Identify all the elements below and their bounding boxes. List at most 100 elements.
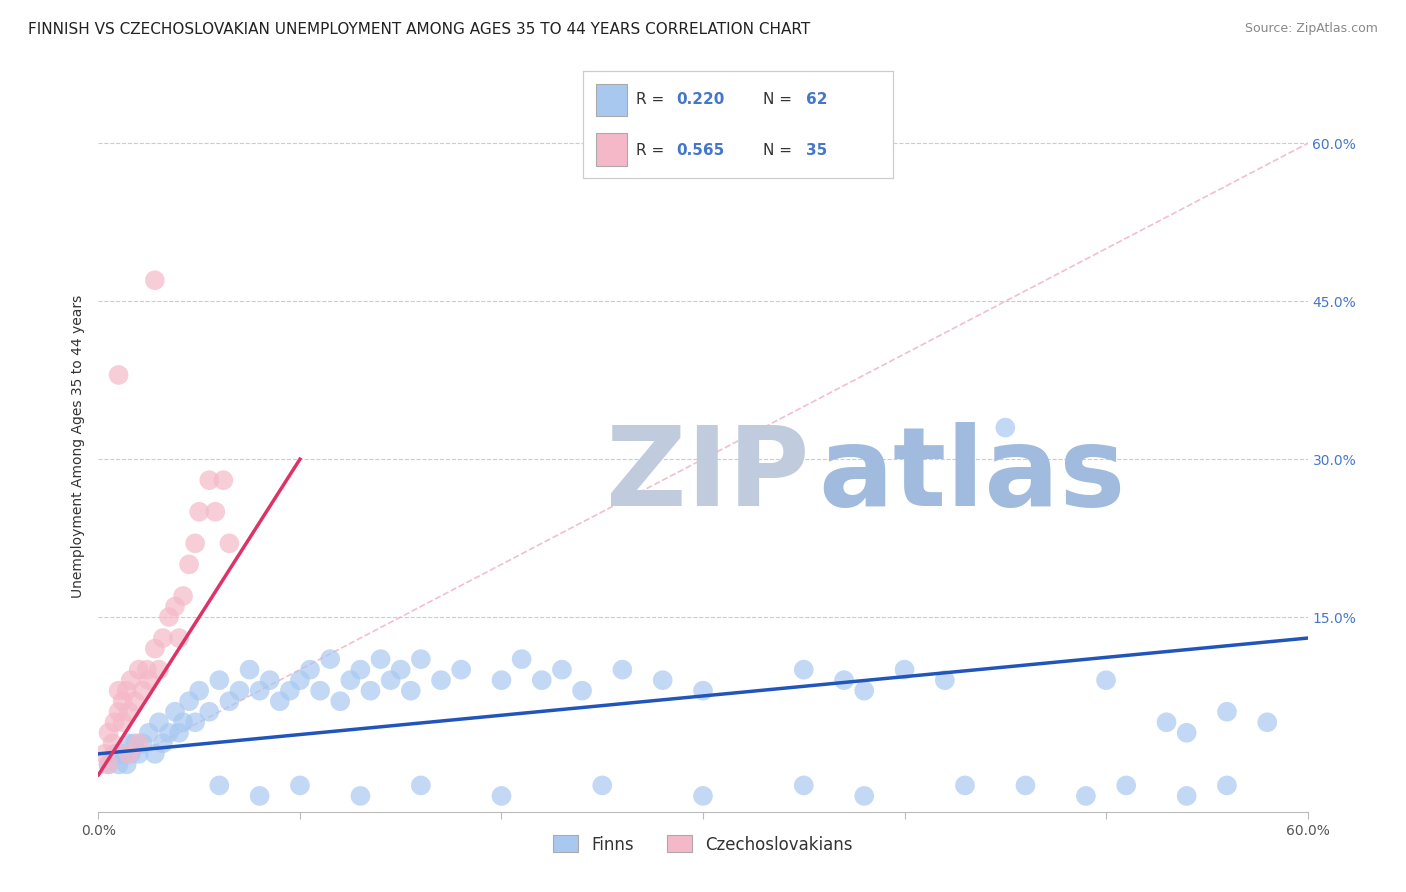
Text: atlas: atlas bbox=[818, 422, 1125, 529]
Point bbox=[239, 663, 262, 677]
Point bbox=[135, 663, 157, 677]
Point bbox=[571, 683, 593, 698]
Point bbox=[163, 705, 186, 719]
Point bbox=[103, 747, 125, 761]
Point bbox=[793, 779, 815, 793]
Point bbox=[143, 641, 166, 656]
Point bbox=[349, 789, 371, 803]
Point bbox=[269, 694, 291, 708]
Point bbox=[198, 473, 221, 487]
Text: ZIP: ZIP bbox=[606, 422, 810, 529]
Point bbox=[111, 715, 134, 730]
Point bbox=[278, 683, 301, 698]
Point bbox=[360, 683, 382, 698]
Point bbox=[118, 747, 141, 761]
Text: R =: R = bbox=[636, 143, 669, 158]
Point bbox=[1156, 715, 1178, 730]
Point bbox=[1014, 779, 1036, 793]
Point bbox=[228, 683, 250, 698]
Point bbox=[249, 789, 271, 803]
Point bbox=[184, 715, 207, 730]
Point bbox=[409, 652, 432, 666]
Point bbox=[329, 694, 352, 708]
Point bbox=[692, 789, 714, 803]
Point bbox=[132, 736, 155, 750]
Point bbox=[179, 558, 201, 572]
Y-axis label: Unemployment Among Ages 35 to 44 years: Unemployment Among Ages 35 to 44 years bbox=[72, 294, 86, 598]
Point bbox=[218, 536, 240, 550]
FancyBboxPatch shape bbox=[596, 134, 627, 166]
Point bbox=[188, 505, 211, 519]
Text: 0.565: 0.565 bbox=[676, 143, 724, 158]
Text: FINNISH VS CZECHOSLOVAKIAN UNEMPLOYMENT AMONG AGES 35 TO 44 YEARS CORRELATION CH: FINNISH VS CZECHOSLOVAKIAN UNEMPLOYMENT … bbox=[28, 22, 810, 37]
Point bbox=[188, 683, 211, 698]
Text: Source: ZipAtlas.com: Source: ZipAtlas.com bbox=[1244, 22, 1378, 36]
Point bbox=[97, 757, 120, 772]
Text: R =: R = bbox=[636, 92, 669, 107]
Point bbox=[107, 705, 129, 719]
Point bbox=[651, 673, 673, 688]
Point bbox=[288, 779, 311, 793]
Point bbox=[288, 673, 311, 688]
Point bbox=[399, 683, 422, 698]
Point bbox=[124, 694, 146, 708]
Point bbox=[120, 747, 142, 761]
Point bbox=[148, 715, 170, 730]
Point bbox=[853, 789, 876, 803]
Point bbox=[212, 473, 235, 487]
Point bbox=[128, 663, 150, 677]
Point bbox=[793, 663, 815, 677]
Point bbox=[152, 631, 174, 645]
Point bbox=[179, 694, 201, 708]
Point bbox=[115, 757, 138, 772]
Point bbox=[128, 747, 150, 761]
Text: 35: 35 bbox=[806, 143, 828, 158]
Point bbox=[184, 536, 207, 550]
Point bbox=[208, 673, 231, 688]
Point bbox=[339, 673, 361, 688]
Point bbox=[128, 736, 150, 750]
Point bbox=[893, 663, 915, 677]
Point bbox=[172, 715, 194, 730]
Point bbox=[111, 747, 134, 761]
Point bbox=[591, 779, 613, 793]
Point bbox=[152, 736, 174, 750]
Point bbox=[167, 726, 190, 740]
Point bbox=[953, 779, 976, 793]
Point bbox=[1216, 779, 1239, 793]
Point bbox=[934, 673, 956, 688]
Point bbox=[319, 652, 342, 666]
Point bbox=[143, 747, 166, 761]
Point bbox=[1074, 789, 1097, 803]
Point bbox=[450, 663, 472, 677]
Point bbox=[107, 368, 129, 382]
Point bbox=[309, 683, 332, 698]
Point bbox=[163, 599, 186, 614]
Point bbox=[299, 663, 322, 677]
Text: N =: N = bbox=[763, 92, 797, 107]
Point bbox=[103, 715, 125, 730]
Point bbox=[138, 673, 160, 688]
Point bbox=[172, 589, 194, 603]
FancyBboxPatch shape bbox=[596, 84, 627, 116]
Text: N =: N = bbox=[763, 143, 797, 158]
Point bbox=[132, 683, 155, 698]
Point bbox=[370, 652, 392, 666]
Point bbox=[491, 789, 513, 803]
Point bbox=[198, 705, 221, 719]
Point bbox=[1175, 726, 1198, 740]
Point bbox=[551, 663, 574, 677]
Point bbox=[1216, 705, 1239, 719]
Point bbox=[115, 683, 138, 698]
Point bbox=[167, 631, 190, 645]
Legend: Finns, Czechoslovakians: Finns, Czechoslovakians bbox=[544, 827, 862, 862]
Point bbox=[994, 420, 1017, 434]
Point bbox=[1175, 789, 1198, 803]
Point bbox=[107, 683, 129, 698]
Point bbox=[409, 779, 432, 793]
Point bbox=[612, 663, 634, 677]
Point bbox=[157, 610, 180, 624]
Point bbox=[208, 779, 231, 793]
Point bbox=[97, 726, 120, 740]
Point bbox=[148, 663, 170, 677]
